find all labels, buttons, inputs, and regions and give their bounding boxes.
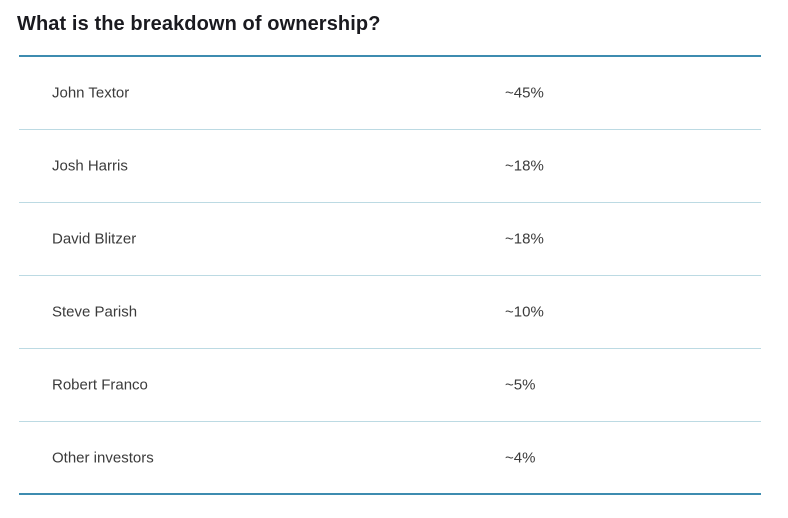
owner-name: Other investors xyxy=(52,449,154,466)
ownership-share: ~10% xyxy=(505,303,544,321)
owner-name: Robert Franco xyxy=(52,376,148,394)
ownership-share: ~4% xyxy=(505,449,536,466)
ownership-share: ~45% xyxy=(505,84,544,102)
owner-name: Josh Harris xyxy=(52,157,128,175)
table-row: Steve Parish ~10% xyxy=(19,276,761,349)
ownership-share: ~5% xyxy=(505,376,536,394)
page-title: What is the breakdown of ownership? xyxy=(17,13,381,35)
content-container: What is the breakdown of ownership? John… xyxy=(17,0,761,495)
header: What is the breakdown of ownership? xyxy=(17,0,761,57)
ownership-share: ~18% xyxy=(505,230,544,248)
owner-name: David Blitzer xyxy=(52,230,137,248)
ownership-table: John Textor ~45% Josh Harris ~18% David … xyxy=(19,57,761,495)
table-row: David Blitzer ~18% xyxy=(19,203,761,276)
owner-name: John Textor xyxy=(52,84,130,102)
table-row: Other investors ~4% xyxy=(19,422,761,495)
ownership-share: ~18% xyxy=(505,157,544,175)
table-row: Josh Harris ~18% xyxy=(19,130,761,203)
table-row: Robert Franco ~5% xyxy=(19,349,761,422)
owner-name: Steve Parish xyxy=(52,303,138,321)
table-row: John Textor ~45% xyxy=(19,57,761,130)
